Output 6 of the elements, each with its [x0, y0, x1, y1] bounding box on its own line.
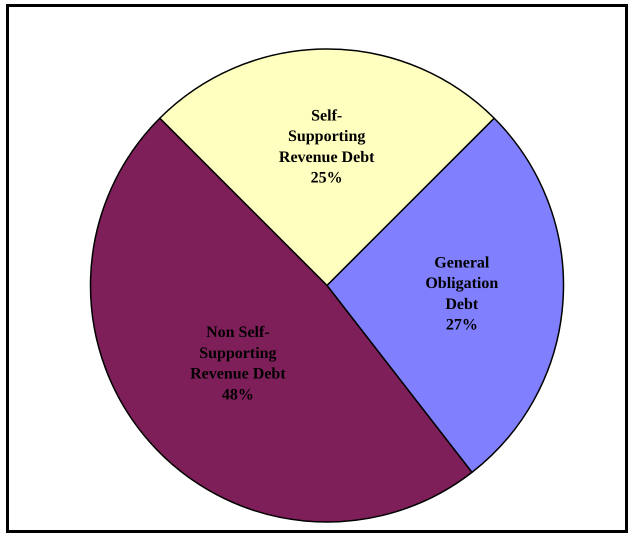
slice-label: General Obligation Debt: [425, 254, 498, 313]
data-label: 48%: [222, 386, 254, 404]
data-label: 25%: [310, 170, 343, 187]
data-label: 27%: [446, 316, 478, 334]
slice-label: Non Self-Supporting Revenue Debt: [190, 324, 286, 383]
slice-label: Self-Supporting Revenue Debt: [278, 107, 376, 166]
